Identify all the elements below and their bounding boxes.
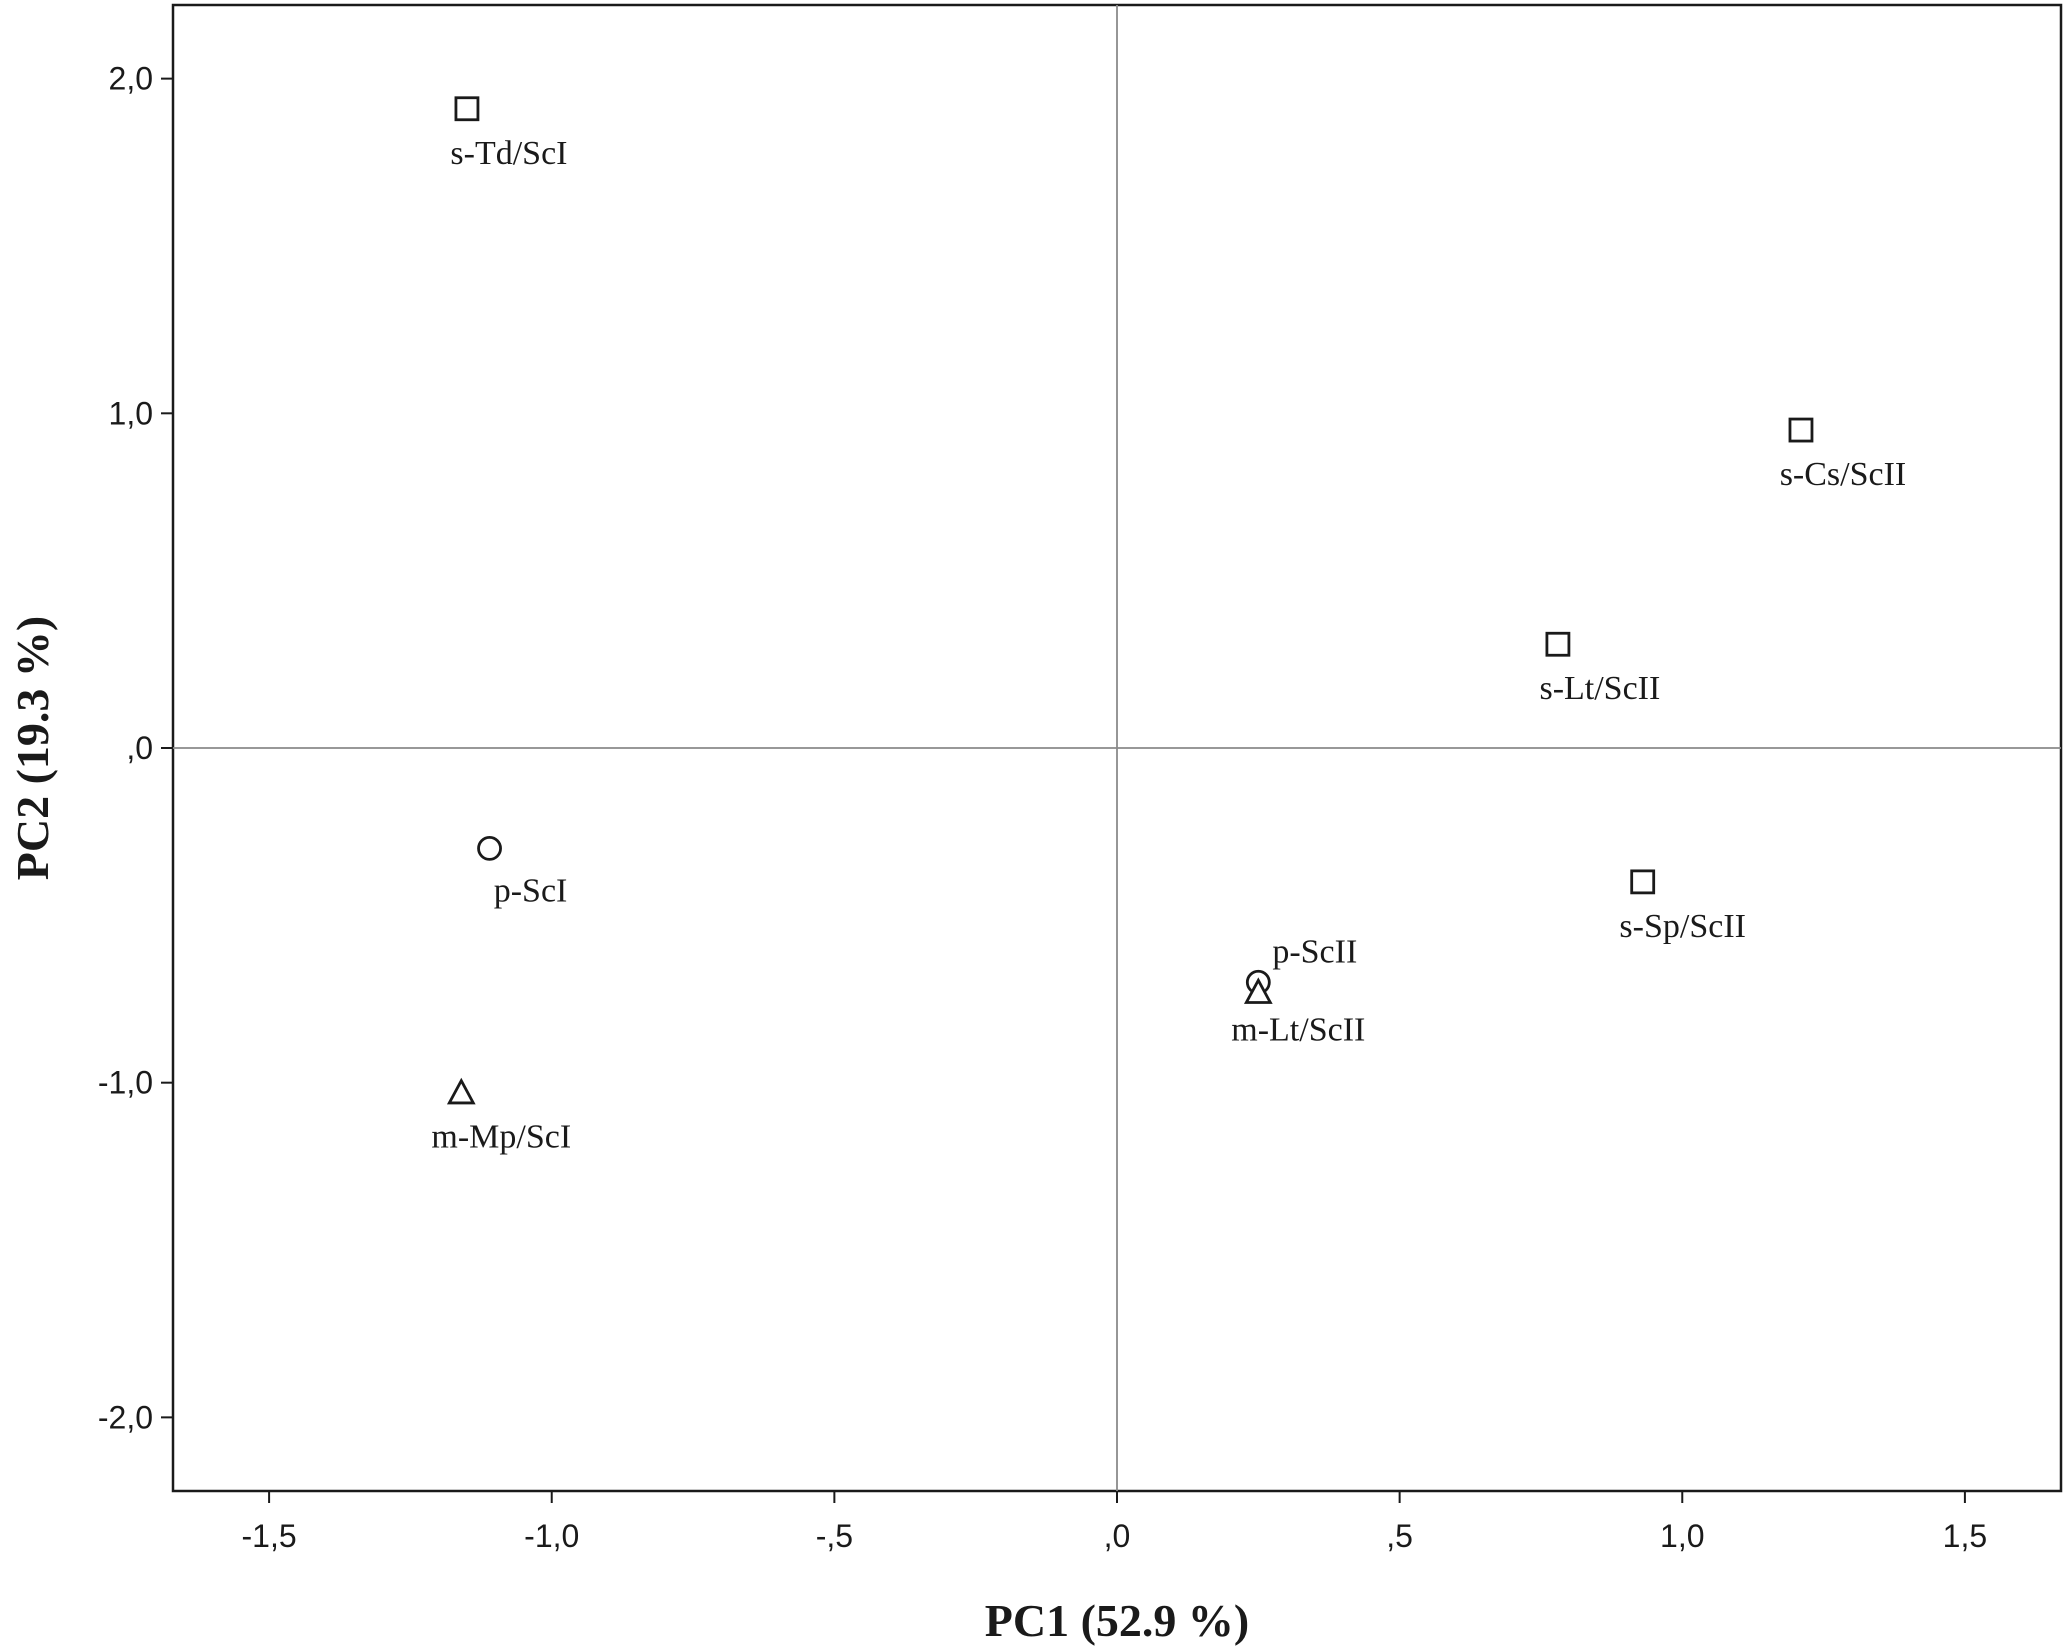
data-points: s-Td/ScI s-Cs/ScII s-Lt/ScII s-Sp/ScII p-ScI…	[431, 96, 1907, 1156]
point-label-s-cs-scii: s-Cs/ScII	[1780, 456, 1907, 493]
triangle-marker-m-mp-sci	[446, 1077, 476, 1105]
y-tick-label: ,0	[126, 730, 153, 766]
x-tick-label: -1,0	[524, 1518, 579, 1554]
x-tick-label: ,0	[1104, 1518, 1131, 1554]
point-label-m-mp-sci: m-Mp/ScI	[431, 1119, 571, 1156]
point-label-s-lt-scii: s-Lt/ScII	[1539, 670, 1660, 707]
point-label-s-sp-scii: s-Sp/ScII	[1619, 908, 1746, 945]
y-axis-title: PC2 (19.3 %)	[7, 616, 58, 880]
square-marker-s-lt-scii	[1545, 631, 1571, 657]
square-marker-s-sp-scii	[1630, 869, 1656, 895]
x-axis: -1,5 -1,0 -,5 ,0 ,5 1,0 1,5	[242, 1491, 1987, 1554]
y-axis: 2,0 1,0 ,0 -1,0 -2,0	[98, 61, 173, 1435]
x-tick-label: ,5	[1386, 1518, 1413, 1554]
point-label-s-td-sci: s-Td/ScI	[450, 135, 567, 172]
y-tick-label: -1,0	[98, 1065, 153, 1101]
x-tick-label: 1,0	[1660, 1518, 1704, 1554]
y-tick-label: 1,0	[109, 395, 153, 431]
circle-marker-p-sci	[477, 836, 502, 861]
point-label-p-sci: p-ScI	[494, 872, 568, 909]
triangle-marker-m-lt-scii	[1243, 977, 1273, 1004]
x-axis-title: PC1 (52.9 %)	[985, 1595, 1249, 1646]
x-tick-label: -,5	[816, 1518, 853, 1554]
square-marker-s-cs-scii	[1788, 417, 1814, 443]
x-tick-label: -1,5	[242, 1518, 297, 1554]
point-label-m-lt-scii: m-Lt/ScII	[1231, 1011, 1365, 1048]
square-marker-s-td-sci	[454, 96, 480, 122]
x-tick-label: 1,5	[1943, 1518, 1987, 1554]
reference-lines	[173, 5, 2061, 1491]
y-tick-label: 2,0	[109, 61, 153, 97]
point-label-p-scii: p-ScII	[1272, 933, 1357, 970]
y-tick-label: -2,0	[98, 1399, 153, 1435]
